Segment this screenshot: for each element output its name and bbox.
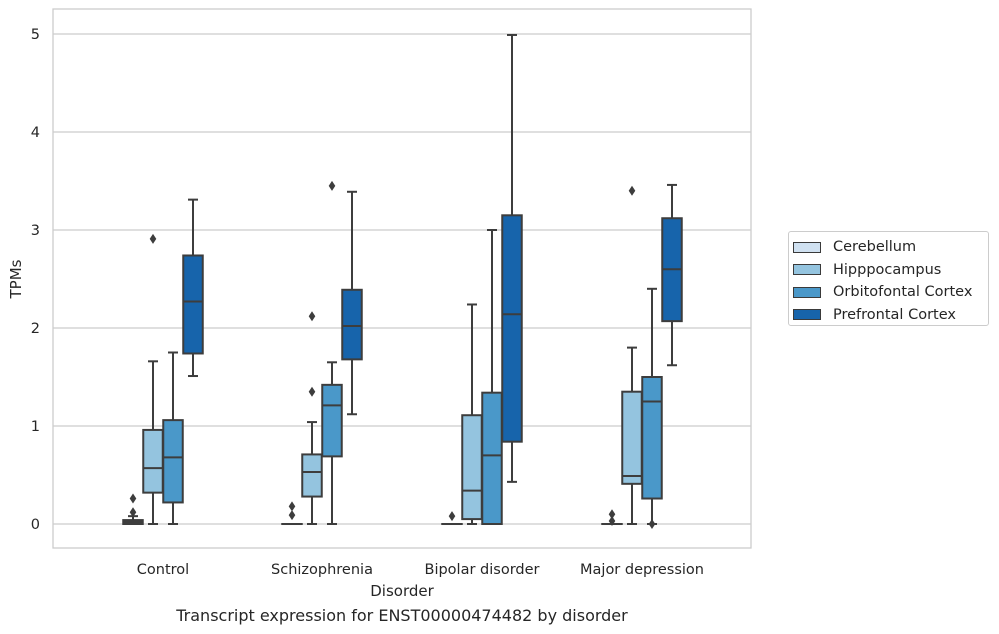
box-iqr [142, 428, 164, 494]
legend-item: Cerebellum [793, 236, 988, 259]
y-tick-label: 5 [31, 27, 40, 43]
box-group [122, 493, 144, 526]
y-axis-ticks: 0 1 2 3 4 5 [31, 27, 40, 533]
outlier-point [328, 180, 336, 191]
chart-legend: Cerebellum Hipppocampus Orbitofontal Corte… [788, 231, 989, 326]
box-iqr [321, 383, 343, 458]
box-group [501, 33, 523, 483]
box-group [301, 311, 323, 525]
box-group [162, 351, 184, 525]
x-tick-label: Major depression [580, 562, 704, 578]
outlier-point [288, 510, 296, 521]
box-group [461, 303, 483, 525]
box-group [661, 183, 683, 367]
x-axis-ticks: Control Schizophrenia Bipolar disorder Majo… [137, 562, 704, 578]
y-tick-label: 2 [31, 321, 40, 337]
box-iqr [641, 376, 663, 500]
box-group [641, 287, 663, 529]
legend-label: Cerebellum [833, 239, 917, 256]
box-group [621, 185, 643, 525]
legend-swatch [793, 264, 821, 276]
legend-label: Orbitofontal Cortex [833, 284, 973, 301]
box-group [341, 190, 363, 416]
outlier-point [608, 516, 616, 527]
outlier-point [648, 519, 656, 529]
x-tick-label: Control [137, 562, 189, 578]
outlier-point [149, 233, 157, 244]
outlier-point [448, 511, 456, 522]
box-group [182, 198, 204, 378]
chart-caption: Transcript expression for ENST0000047448… [176, 606, 628, 625]
y-axis-label: TPMs [7, 259, 25, 299]
legend-swatch [793, 309, 821, 321]
legend-item: Orbitofontal Cortex [793, 281, 988, 304]
outlier-point [308, 311, 316, 322]
outlier-point [608, 509, 616, 520]
outlier-point [129, 507, 137, 518]
outlier-point [628, 185, 636, 196]
legend-swatch [793, 241, 821, 253]
legend-item: Prefrontal Cortex [793, 304, 988, 327]
box-group [601, 509, 623, 527]
y-tick-label: 3 [31, 223, 40, 239]
box-iqr [621, 390, 643, 485]
series-prefrontal-cortex [182, 33, 683, 483]
x-tick-label: Bipolar disorder [425, 562, 540, 578]
box-series [122, 33, 683, 529]
box-group [321, 180, 343, 525]
box-iqr [501, 214, 523, 443]
legend-item: Hipppocampus [793, 259, 988, 282]
x-axis-label: Disorder [370, 582, 434, 600]
box-iqr [481, 391, 503, 525]
legend-label: Prefrontal Cortex [833, 306, 956, 323]
series-hipppocampus [142, 185, 643, 525]
box-iqr [182, 254, 204, 355]
box-iqr [341, 288, 363, 361]
outlier-point [288, 501, 296, 512]
x-tick-label: Schizophrenia [271, 562, 373, 578]
outlier-point [308, 386, 316, 397]
series-orbitofontal-cortex [162, 180, 663, 529]
box-group [281, 501, 303, 526]
y-tick-label: 4 [31, 125, 40, 141]
box-iqr [162, 419, 184, 504]
y-tick-label: 0 [31, 517, 40, 533]
box-iqr [461, 414, 483, 521]
box-group [441, 511, 463, 526]
box-iqr [301, 453, 323, 498]
outlier-point [129, 493, 137, 504]
series-cerebellum [122, 493, 623, 527]
box-group [481, 229, 503, 525]
y-tick-label: 1 [31, 419, 40, 435]
legend-label: Hipppocampus [833, 261, 942, 278]
box-group [142, 233, 164, 525]
legend-swatch [793, 286, 821, 298]
